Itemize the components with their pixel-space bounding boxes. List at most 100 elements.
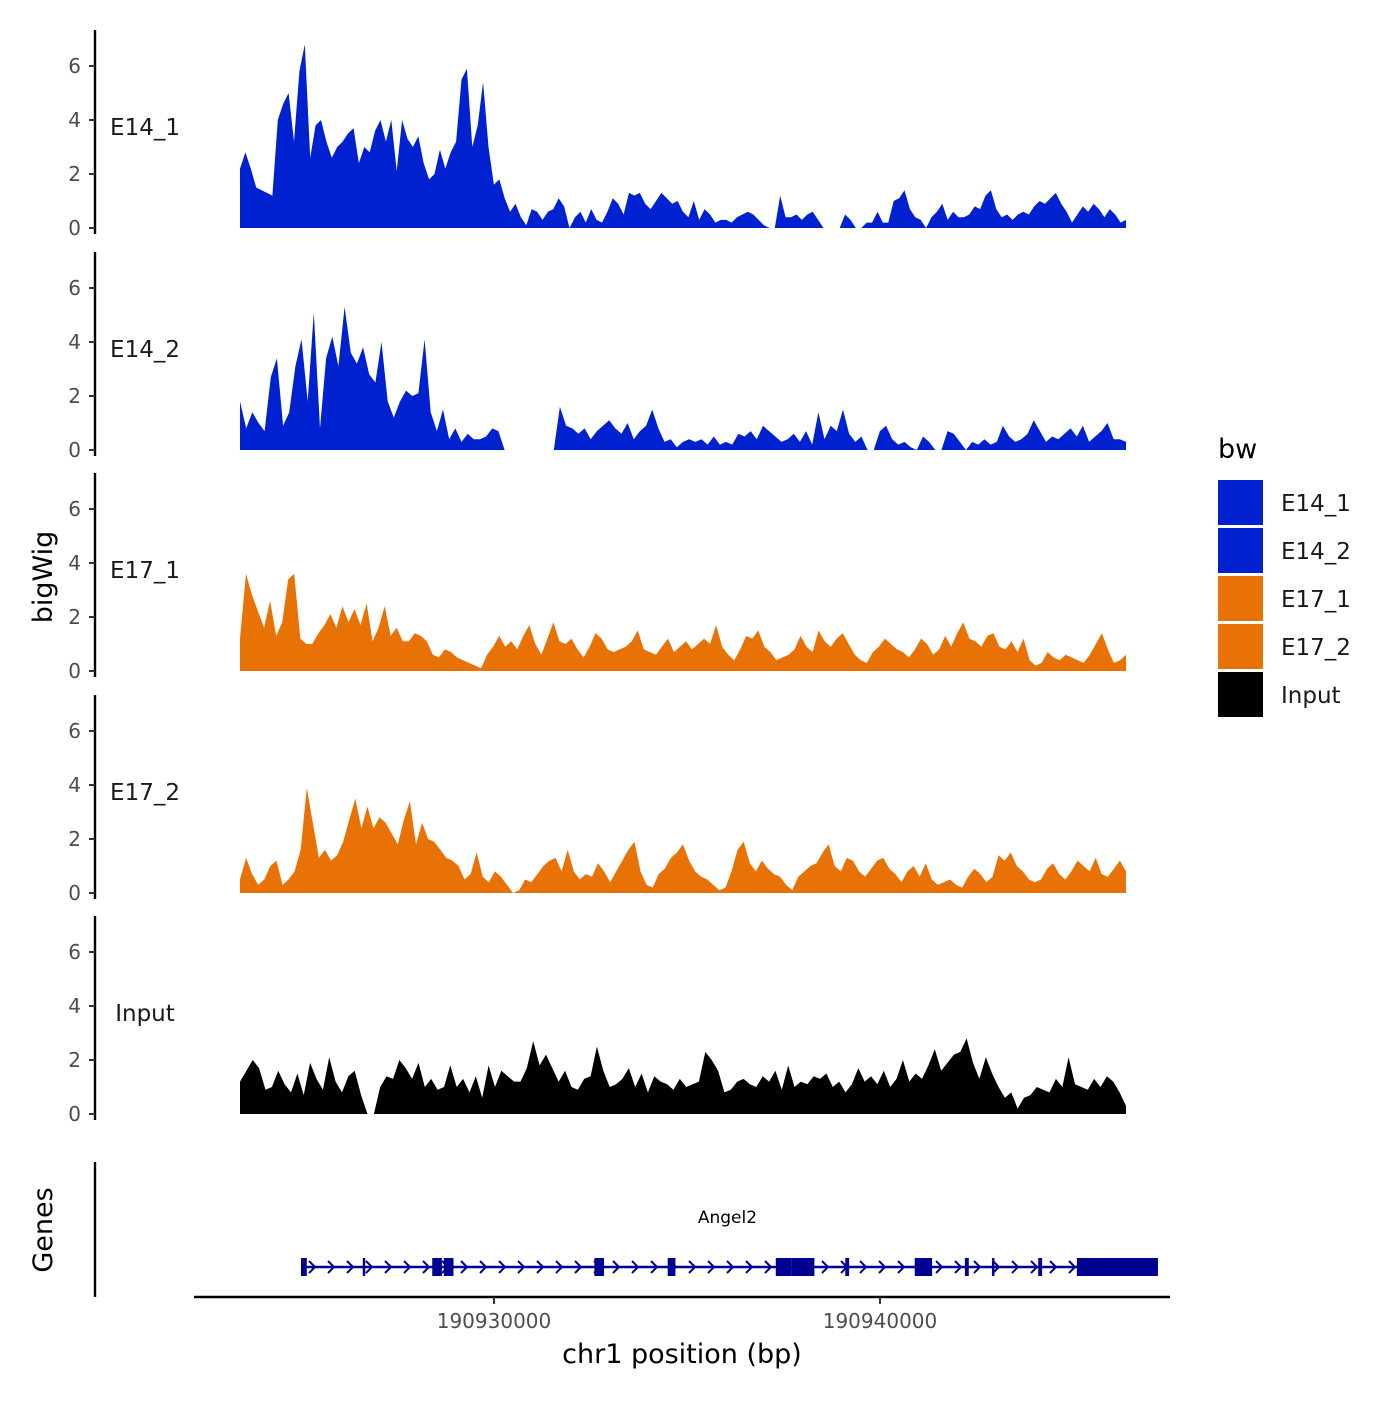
legend-label-E14_1: E14_1 (1281, 491, 1351, 517)
x-tick-label: 190940000 (823, 1309, 938, 1333)
exon (432, 1258, 442, 1276)
exon (1038, 1258, 1043, 1276)
strand-arrow (308, 1260, 317, 1274)
area-E14_2 (240, 306, 1126, 450)
y-tick-label: 2 (68, 384, 81, 408)
y-tick-label: 0 (68, 1102, 81, 1126)
y-tick-label: 4 (68, 773, 81, 797)
y-tick-label: 4 (68, 108, 81, 132)
strand-arrow (688, 1260, 697, 1274)
strand-arrow (992, 1260, 1001, 1274)
y-tick-label: 6 (68, 719, 81, 743)
coverage-tracks: 0 2 4 6 E14_1 0 2 4 6 E14_2 0 2 4 6 E17_1 0 2 4 6 E17_2 0 2 4 6… (68, 30, 1126, 1126)
legend-label-E17_1: E17_1 (1281, 587, 1351, 613)
panel-label: E14_1 (110, 115, 180, 141)
area-E14_1 (240, 44, 1126, 229)
strand-arrow (574, 1260, 583, 1274)
x-axis: 190930000 190940000 (194, 1295, 1170, 1333)
y-tick-label: 2 (68, 605, 81, 629)
legend-title: bw (1218, 434, 1257, 465)
y-tick-label: 4 (68, 330, 81, 354)
strand-arrow (479, 1260, 488, 1274)
y-tick-label: 2 (68, 827, 81, 851)
strand-arrow (1049, 1260, 1058, 1274)
y-tick-label: 2 (68, 1048, 81, 1072)
strand-arrow (878, 1260, 887, 1274)
exon (964, 1258, 969, 1276)
exon (791, 1258, 815, 1276)
exon (667, 1258, 676, 1276)
y-tick-label: 0 (68, 216, 81, 240)
exon (991, 1258, 995, 1276)
area-E17_1 (240, 573, 1126, 671)
y-tick-label: 6 (68, 940, 81, 964)
strand-arrow (821, 1260, 830, 1274)
legend-label-E14_2: E14_2 (1281, 539, 1351, 565)
y-tick-label: 2 (68, 162, 81, 186)
strand-arrow (650, 1260, 659, 1274)
strand-arrow (460, 1260, 469, 1274)
gene-track: Angel2 (93, 1162, 1158, 1297)
strand-arrow (346, 1260, 355, 1274)
area-Input (240, 1038, 1126, 1114)
strand-arrow (555, 1260, 564, 1274)
strand-arrow (1068, 1260, 1077, 1274)
legend-label-E17_2: E17_2 (1281, 635, 1351, 661)
strand-arrow (536, 1260, 545, 1274)
exon (362, 1258, 366, 1276)
y-tick-label: 0 (68, 438, 81, 462)
exon (1076, 1258, 1158, 1276)
exon (443, 1258, 454, 1276)
legend-swatch-E14_2 (1218, 528, 1263, 573)
gene-label-Angel2: Angel2 (698, 1208, 757, 1228)
y-tick-label: 6 (68, 497, 81, 521)
legend: bw E14_1 E14_2 E17_1 E17_2 Input (1218, 434, 1351, 717)
strand-arrow (612, 1260, 621, 1274)
strand-arrow (422, 1260, 431, 1274)
panel-label: E14_2 (110, 337, 180, 363)
strand-arrow (403, 1260, 412, 1274)
strand-arrow (384, 1260, 393, 1274)
panel-label: E17_2 (110, 780, 180, 806)
legend-swatch-E17_1 (1218, 576, 1263, 621)
x-tick-label: 190930000 (437, 1309, 552, 1333)
track-E17_1: 0 2 4 6 E17_1 (68, 473, 1126, 683)
legend-swatch-Input (1218, 672, 1263, 717)
y-tick-label: 0 (68, 881, 81, 905)
exon (775, 1258, 792, 1276)
strand-arrow (327, 1260, 336, 1274)
strand-arrow (517, 1260, 526, 1274)
genes-axis-title: Genes (28, 1187, 59, 1272)
strand-arrow (707, 1260, 716, 1274)
strand-arrow (1011, 1260, 1020, 1274)
area-E17_2 (240, 787, 1126, 893)
strand-arrow (365, 1260, 374, 1274)
y-tick-label: 0 (68, 659, 81, 683)
strand-arrow (935, 1260, 944, 1274)
y-tick-label: 4 (68, 551, 81, 575)
exon (845, 1258, 850, 1276)
track-E14_1: 0 2 4 6 E14_1 (68, 30, 1126, 240)
strand-arrow (859, 1260, 868, 1274)
exon (594, 1258, 605, 1276)
track-Input: 0 2 4 6 Input (68, 916, 1126, 1126)
strand-arrow (954, 1260, 963, 1274)
exon (914, 1258, 933, 1276)
legend-swatch-E17_2 (1218, 624, 1263, 669)
legend-swatch-E14_1 (1218, 480, 1263, 525)
exon (301, 1258, 307, 1276)
strand-arrow (498, 1260, 507, 1274)
track-E17_2: 0 2 4 6 E17_2 (68, 695, 1126, 905)
track-E14_2: 0 2 4 6 E14_2 (68, 252, 1126, 462)
strand-arrow (973, 1260, 982, 1274)
strand-arrow (897, 1260, 906, 1274)
strand-arrow (745, 1260, 754, 1274)
strand-arrow (631, 1260, 640, 1274)
panel-label: E17_1 (110, 558, 180, 584)
y-tick-label: 6 (68, 276, 81, 300)
strand-arrow (1030, 1260, 1039, 1274)
panel-label: Input (115, 1001, 175, 1027)
strand-arrow (764, 1260, 773, 1274)
